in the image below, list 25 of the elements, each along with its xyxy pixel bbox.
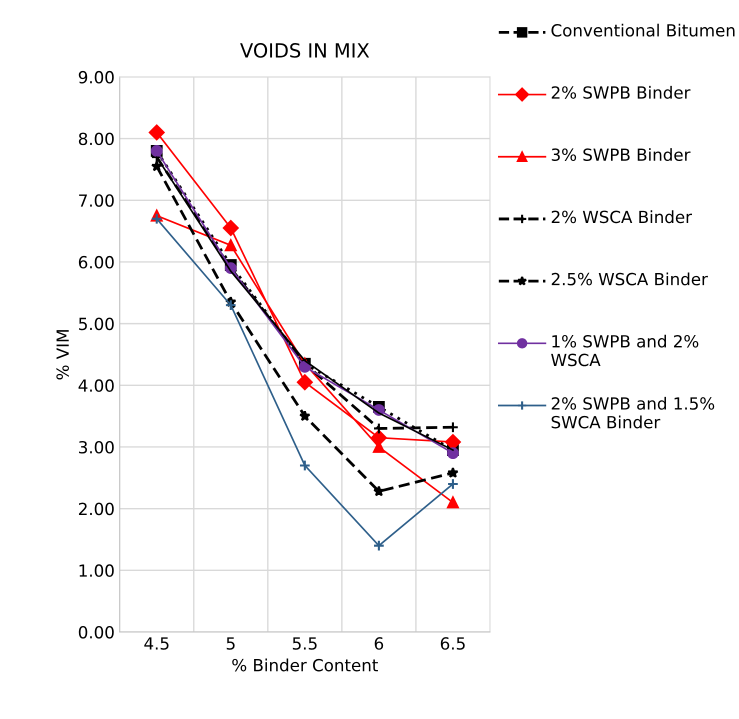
y-axis-title: % VIM <box>56 330 69 380</box>
x-tick-label: 6.5 <box>440 637 465 650</box>
y-tick-label: 4.00 <box>78 379 114 392</box>
legend-label: 2.5% WSCA Binder <box>552 272 708 286</box>
chart-title: VOIDS IN MIX <box>240 43 370 58</box>
x-tick-label: 4.5 <box>144 637 169 650</box>
legend-label: 2% SWPB and 1.5% SWCA Binder <box>552 396 714 428</box>
y-tick-label: 8.00 <box>78 132 114 146</box>
y-tick-label: 7.00 <box>79 194 114 207</box>
y-tick-label: 0.00 <box>78 626 114 639</box>
x-axis-title: % Binder Content <box>232 658 378 672</box>
y-tick-label: 5.00 <box>79 318 114 330</box>
y-tick-label: 2.00 <box>78 502 114 516</box>
legend-label: 1% SWPB and 2% WSCA <box>551 334 698 366</box>
y-tick-label: 9.00 <box>78 70 114 84</box>
legend-label: 3% SWPB Binder <box>552 148 690 162</box>
x-tick-label: 5 <box>226 637 235 650</box>
legend-label: 2% SWPB Binder <box>552 86 690 99</box>
legend-label: 2% WSCA Binder <box>552 210 692 224</box>
y-tick-label: 1.00 <box>80 564 114 577</box>
x-tick-label: 6 <box>374 637 384 650</box>
x-tick-label: 5.5 <box>292 637 317 650</box>
y-tick-label: 3.00 <box>79 440 114 454</box>
y-tick-label: 6.00 <box>78 256 114 269</box>
legend-label: Conventional Bitumen <box>551 24 734 37</box>
